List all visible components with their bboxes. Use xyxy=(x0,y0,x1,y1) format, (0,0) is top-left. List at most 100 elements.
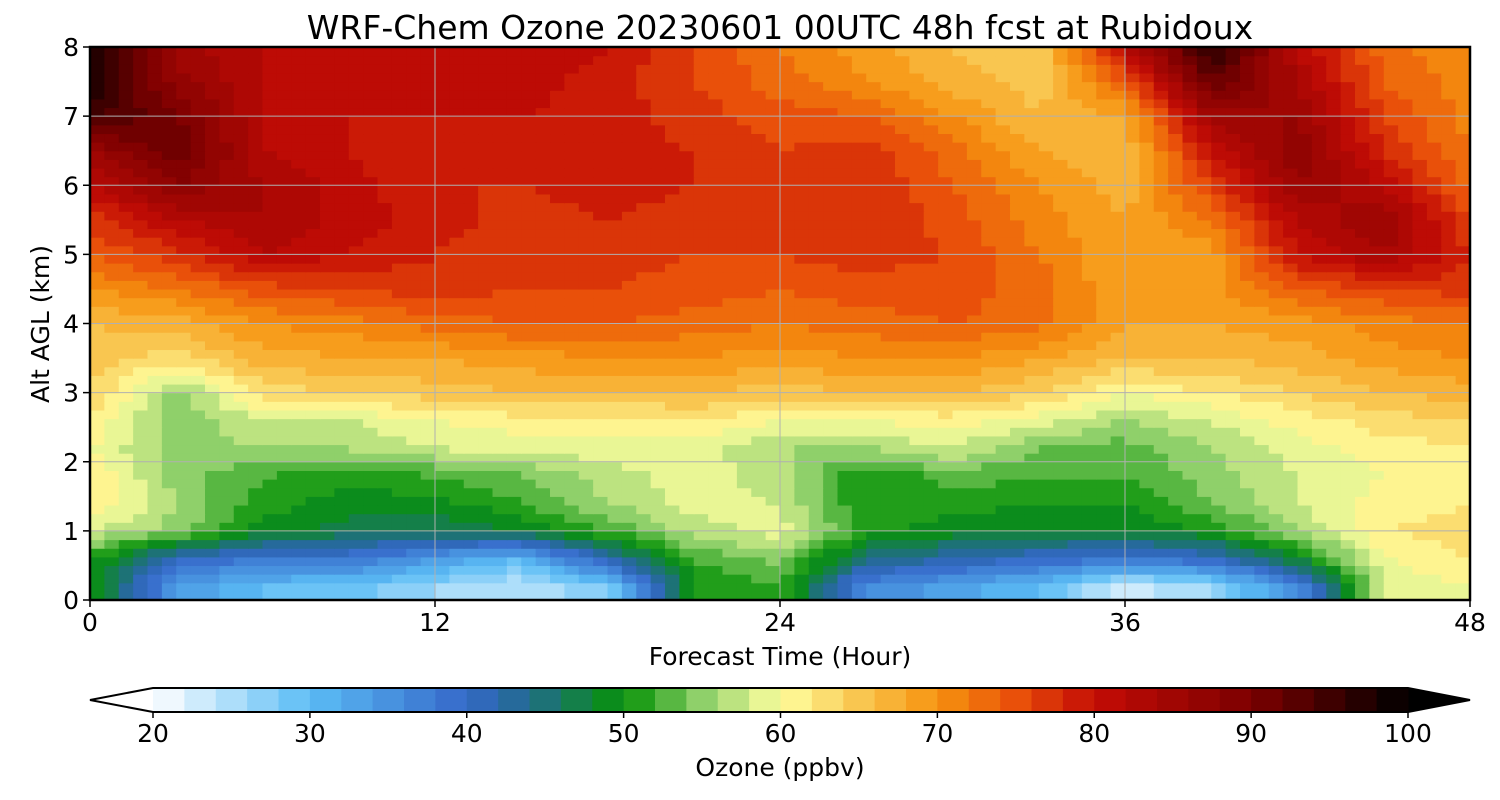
heatmap-cell xyxy=(248,340,264,351)
heatmap-cell xyxy=(981,358,997,368)
heatmap-cell xyxy=(1038,409,1054,420)
heatmap-cell xyxy=(435,245,450,255)
heatmap-cell xyxy=(219,461,235,471)
heatmap-cell xyxy=(995,150,1011,160)
heatmap-cell xyxy=(895,280,910,290)
heatmap-cell xyxy=(751,193,767,204)
heatmap-cell xyxy=(952,211,968,221)
heatmap-cell xyxy=(578,150,594,160)
heatmap-cell xyxy=(736,271,752,281)
heatmap-cell xyxy=(535,245,551,255)
heatmap-cell xyxy=(665,340,680,351)
heatmap-cell xyxy=(1067,193,1083,204)
heatmap-cell xyxy=(449,435,465,446)
heatmap-cell xyxy=(133,453,149,463)
heatmap-cell xyxy=(837,383,853,394)
heatmap-cell xyxy=(866,548,882,558)
heatmap-cell xyxy=(736,556,752,567)
heatmap-cell xyxy=(1110,340,1126,351)
heatmap-cell xyxy=(1326,185,1342,195)
heatmap-cell xyxy=(1268,487,1284,497)
heatmap-cell xyxy=(1038,306,1054,316)
heatmap-cell xyxy=(765,574,781,584)
heatmap-cell xyxy=(966,461,982,471)
heatmap-cell xyxy=(679,202,695,212)
heatmap-cell xyxy=(679,366,695,376)
heatmap-cell xyxy=(1455,237,1470,247)
heatmap-cell xyxy=(276,418,292,428)
heatmap-cell xyxy=(607,574,623,584)
heatmap-cell xyxy=(751,539,767,549)
heatmap-cell xyxy=(1053,306,1069,316)
heatmap-cell xyxy=(1225,349,1241,359)
heatmap-cell xyxy=(1168,427,1184,437)
heatmap-cell xyxy=(693,556,709,567)
heatmap-cell xyxy=(262,444,278,454)
heatmap-cell xyxy=(564,185,580,195)
heatmap-cell xyxy=(1196,193,1212,204)
heatmap-cell xyxy=(1153,193,1169,204)
heatmap-cell xyxy=(1254,185,1270,195)
heatmap-cell xyxy=(1139,435,1155,446)
heatmap-cell xyxy=(176,288,192,299)
heatmap-cell xyxy=(1211,479,1227,489)
heatmap-cell xyxy=(420,228,436,238)
heatmap-cell xyxy=(708,487,724,497)
heatmap-cell xyxy=(463,271,479,281)
heatmap-cell xyxy=(521,263,537,273)
heatmap-cell xyxy=(1081,565,1097,575)
heatmap-cell xyxy=(1053,332,1069,342)
heatmap-cell xyxy=(895,539,910,549)
heatmap-cell xyxy=(1139,332,1155,342)
heatmap-cell xyxy=(420,401,436,411)
heatmap-cell xyxy=(1369,245,1385,255)
heatmap-cell xyxy=(1096,453,1112,463)
heatmap-cell xyxy=(751,176,767,186)
heatmap-cell xyxy=(478,565,494,575)
heatmap-cell xyxy=(248,306,264,316)
heatmap-cell xyxy=(866,556,882,567)
heatmap-cell xyxy=(1067,332,1083,342)
heatmap-cell xyxy=(1038,323,1054,333)
heatmap-cell xyxy=(593,167,609,178)
heatmap-cell xyxy=(118,288,134,299)
heatmap-cell xyxy=(808,383,824,394)
heatmap-cell xyxy=(1038,401,1054,411)
heatmap-cell xyxy=(1125,522,1140,532)
heatmap-cell xyxy=(219,504,235,515)
heatmap-cell xyxy=(1455,427,1470,437)
heatmap-cell xyxy=(837,366,853,376)
heatmap-cell xyxy=(1283,340,1299,351)
heatmap-cell xyxy=(377,409,393,420)
heatmap-cell xyxy=(895,314,910,325)
heatmap-cell xyxy=(1153,228,1169,238)
heatmap-cell xyxy=(1024,280,1040,290)
heatmap-cell xyxy=(1383,219,1399,230)
heatmap-cell xyxy=(305,548,321,558)
heatmap-cell xyxy=(665,314,680,325)
heatmap-cell xyxy=(851,556,867,567)
heatmap-cell xyxy=(1254,306,1270,316)
heatmap-cell xyxy=(952,418,968,428)
heatmap-cell xyxy=(118,375,134,385)
heatmap-cell xyxy=(478,202,494,212)
heatmap-cell xyxy=(1297,237,1313,247)
heatmap-cell xyxy=(665,176,680,186)
heatmap-cell xyxy=(219,539,235,549)
heatmap-cell xyxy=(665,418,680,428)
heatmap-cell xyxy=(291,271,307,281)
heatmap-cell xyxy=(1182,565,1198,575)
heatmap-cell xyxy=(823,340,839,351)
heatmap-cell xyxy=(320,591,335,600)
heatmap-cell xyxy=(938,522,954,532)
heatmap-cell xyxy=(621,202,637,212)
heatmap-cell xyxy=(334,401,350,411)
heatmap-cell xyxy=(492,496,508,506)
heatmap-cell xyxy=(190,479,206,489)
heatmap-cell xyxy=(521,297,537,307)
heatmap-cell xyxy=(1096,427,1112,437)
heatmap-cell xyxy=(320,211,335,221)
heatmap-cell xyxy=(1067,185,1083,195)
heatmap-cell xyxy=(837,297,853,307)
heatmap-cell xyxy=(406,522,422,532)
